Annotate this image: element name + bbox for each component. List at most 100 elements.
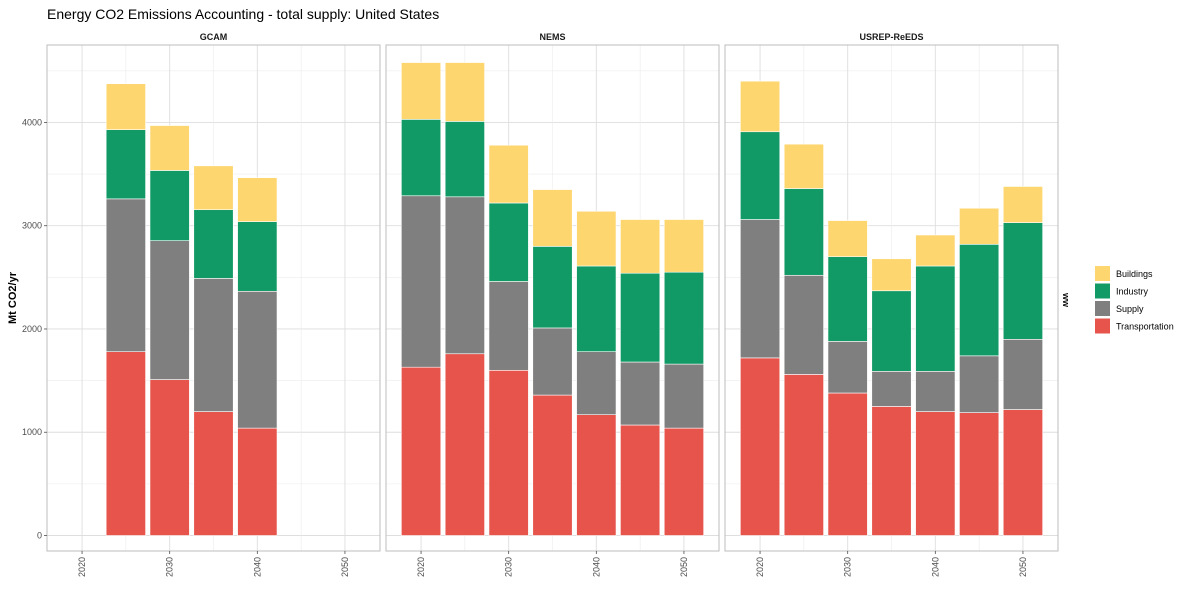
legend-title: ww bbox=[1061, 292, 1071, 308]
bar-nems-2030-buildings bbox=[488, 144, 529, 204]
facet-strip bbox=[47, 29, 380, 45]
bar-usrep-reeds-2035-supply bbox=[871, 371, 912, 407]
facet-strip bbox=[386, 29, 719, 45]
bar-nems-2040-transportation bbox=[576, 414, 617, 536]
x-tick-label: 2040 bbox=[930, 557, 940, 577]
bar-nems-2050-buildings bbox=[663, 219, 704, 273]
x-tick-label: 2050 bbox=[679, 557, 689, 577]
bar-nems-2035-supply bbox=[532, 327, 573, 396]
bar-usrep-reeds-2045-transportation bbox=[959, 412, 1000, 536]
bars bbox=[401, 62, 704, 536]
x-tick-label: 2030 bbox=[504, 557, 514, 577]
bar-nems-2020-industry bbox=[401, 119, 442, 197]
bar-nems-2045-transportation bbox=[620, 424, 661, 536]
bar-gcam-2035-industry bbox=[193, 209, 234, 279]
bar-gcam-2040-transportation bbox=[237, 427, 278, 536]
x-tick-label: 2020 bbox=[416, 557, 426, 577]
bar-usrep-reeds-2050-industry bbox=[1002, 222, 1043, 340]
bar-usrep-reeds-2020-supply bbox=[740, 219, 781, 359]
y-tick-label: 1000 bbox=[22, 427, 42, 437]
x-tick-label: 2020 bbox=[755, 557, 765, 577]
x-tick-label: 2050 bbox=[340, 557, 350, 577]
bar-nems-2035-transportation bbox=[532, 394, 573, 536]
bar-usrep-reeds-2040-buildings bbox=[915, 234, 956, 267]
facet-panel-nems: NEMS 2020 2030 2040 2050 bbox=[385, 29, 720, 577]
facet-strip bbox=[725, 29, 1058, 45]
bar-usrep-reeds-2025-industry bbox=[783, 188, 824, 276]
bar-nems-2040-supply bbox=[576, 351, 617, 415]
bar-usrep-reeds-2020-transportation bbox=[740, 357, 781, 536]
bar-nems-2035-industry bbox=[532, 246, 573, 329]
bar-gcam-2040-industry bbox=[237, 221, 278, 292]
x-tick-label: 2030 bbox=[843, 557, 853, 577]
bar-usrep-reeds-2030-supply bbox=[827, 341, 868, 394]
bar-usrep-reeds-2030-buildings bbox=[827, 220, 868, 257]
bar-usrep-reeds-2040-transportation bbox=[915, 411, 956, 536]
y-tick-label: 4000 bbox=[22, 117, 42, 127]
bar-usrep-reeds-2030-transportation bbox=[827, 392, 868, 536]
bar-usrep-reeds-2045-industry bbox=[959, 244, 1000, 357]
chart-title: Energy CO2 Emissions Accounting - total … bbox=[47, 6, 439, 22]
bar-nems-2030-transportation bbox=[488, 369, 529, 536]
bar-gcam-2030-transportation bbox=[149, 379, 190, 536]
bar-gcam-2030-buildings bbox=[149, 125, 190, 171]
bar-nems-2030-industry bbox=[488, 202, 529, 282]
bar-nems-2050-supply bbox=[663, 363, 704, 429]
facet-panel-gcam: GCAM 2020 2030 2040 2050 0 1000 2000 3000 4000 bbox=[22, 29, 381, 577]
panel-border bbox=[46, 44, 381, 552]
facet-strip-label: USREP-ReEDS bbox=[859, 32, 923, 42]
bar-nems-2025-industry bbox=[444, 121, 485, 198]
bar-nems-2045-supply bbox=[620, 361, 661, 426]
bar-nems-2050-industry bbox=[663, 271, 704, 365]
bar-usrep-reeds-2040-supply bbox=[915, 371, 956, 412]
bar-usrep-reeds-2025-transportation bbox=[783, 374, 824, 536]
legend-key-buildings bbox=[1095, 266, 1110, 281]
bar-nems-2025-transportation bbox=[444, 353, 485, 536]
bar-gcam-2035-supply bbox=[193, 278, 234, 412]
bar-nems-2030-supply bbox=[488, 281, 529, 371]
bar-gcam-2040-buildings bbox=[237, 177, 278, 222]
bar-usrep-reeds-2030-industry bbox=[827, 256, 868, 342]
legend-label-transportation: Transportation bbox=[1116, 322, 1174, 332]
bar-usrep-reeds-2020-industry bbox=[740, 131, 781, 220]
legend-key-supply bbox=[1095, 301, 1110, 316]
bar-gcam-2040-supply bbox=[237, 290, 278, 429]
panel-border bbox=[385, 44, 720, 552]
y-axis-title: Mt CO2/yr bbox=[7, 271, 19, 324]
bar-usrep-reeds-2035-transportation bbox=[871, 406, 912, 536]
bar-usrep-reeds-2040-industry bbox=[915, 265, 956, 372]
legend: ww Buildings Industry Supply Transportation bbox=[1061, 266, 1174, 334]
facet-strip-label: GCAM bbox=[200, 32, 228, 42]
bar-nems-2045-buildings bbox=[620, 219, 661, 274]
bar-gcam-2025-buildings bbox=[105, 83, 146, 130]
bar-usrep-reeds-2035-buildings bbox=[871, 258, 912, 292]
bars bbox=[740, 80, 1043, 536]
x-tick-label: 2040 bbox=[591, 557, 601, 577]
bar-gcam-2035-buildings bbox=[193, 165, 234, 211]
bar-usrep-reeds-2045-buildings bbox=[959, 207, 1000, 245]
bar-nems-2040-buildings bbox=[576, 210, 617, 267]
legend-label-buildings: Buildings bbox=[1116, 269, 1153, 279]
bar-gcam-2030-supply bbox=[149, 240, 190, 380]
bar-nems-2025-supply bbox=[444, 196, 485, 355]
x-tick-label: 2050 bbox=[1018, 557, 1028, 577]
legend-key-industry bbox=[1095, 283, 1110, 299]
bar-gcam-2025-transportation bbox=[105, 351, 146, 536]
facet-strip-label: NEMS bbox=[539, 32, 565, 42]
x-tick-label: 2040 bbox=[252, 557, 262, 577]
bar-gcam-2035-transportation bbox=[193, 411, 234, 536]
bar-usrep-reeds-2025-supply bbox=[783, 274, 824, 375]
facet-panel-usrep-reeds: USREP-ReEDS 2020 2030 2040 2050 bbox=[724, 29, 1059, 577]
bar-nems-2020-transportation bbox=[401, 366, 442, 536]
facet-panels: GCAM 2020 2030 2040 2050 0 1000 2000 3000 4000 NEM… bbox=[22, 29, 1059, 577]
legend-label-supply: Supply bbox=[1116, 304, 1144, 314]
bar-gcam-2025-industry bbox=[105, 129, 146, 200]
legend-key-transportation bbox=[1095, 318, 1110, 334]
bar-nems-2025-buildings bbox=[444, 62, 485, 122]
bar-nems-2040-industry bbox=[576, 265, 617, 352]
bar-nems-2045-industry bbox=[620, 272, 661, 363]
panel-border bbox=[724, 44, 1059, 552]
y-tick-label: 2000 bbox=[22, 324, 42, 334]
bar-usrep-reeds-2025-buildings bbox=[783, 143, 824, 189]
